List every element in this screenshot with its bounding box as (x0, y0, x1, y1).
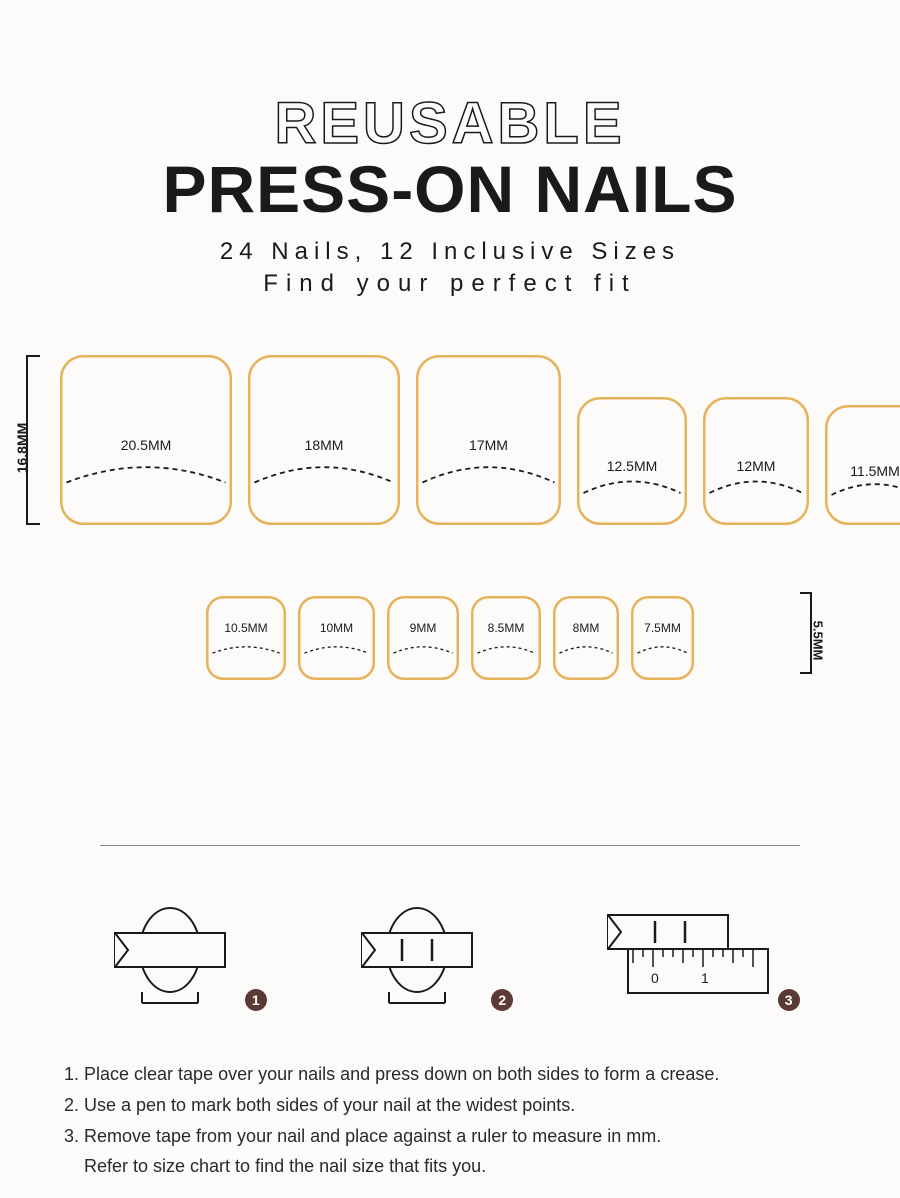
divider (100, 845, 800, 846)
nail-size: 11.5MM (825, 405, 900, 525)
instruction-3b: Refer to size chart to find the nail siz… (84, 1152, 850, 1181)
instructions-list: Place clear tape over your nails and pre… (60, 1060, 850, 1183)
nail-size: 7.5MM (631, 596, 694, 680)
subtitle-2: Find your perfect fit (0, 270, 900, 298)
nail-size: 17MM (416, 355, 561, 525)
nail-size-label: 17MM (416, 437, 561, 453)
ruler-1: 1 (701, 970, 709, 986)
nail-size: 18MM (248, 355, 400, 525)
step-badge-2: 2 (491, 989, 513, 1011)
title-outline: REUSABLE (0, 95, 900, 153)
nail-size-label: 12MM (703, 458, 809, 474)
step-figure-2: 2 (347, 895, 513, 1011)
nail-size-label: 20.5MM (60, 437, 232, 453)
header: REUSABLE PRESS-ON NAILS 24 Nails, 12 Inc… (0, 0, 900, 298)
step-3-icon: 0 1 (593, 895, 773, 1005)
subtitle-1: 24 Nails, 12 Inclusive Sizes (0, 238, 900, 266)
step-1-icon (100, 895, 240, 1005)
nail-size: 8.5MM (471, 596, 541, 680)
instruction-3: Remove tape from your nail and place aga… (84, 1122, 850, 1151)
nail-row-2: 10.5MM 10MM 9MM 8.5MM 8MM 7.5MM (0, 590, 900, 680)
instruction-2: Use a pen to mark both sides of your nai… (84, 1091, 850, 1120)
step-2-icon (347, 895, 487, 1005)
title-solid: PRESS-ON NAILS (0, 155, 900, 224)
nail-size-label: 8.5MM (471, 621, 541, 635)
instruction-1: Place clear tape over your nails and pre… (84, 1060, 850, 1089)
ruler-0: 0 (651, 970, 659, 986)
nail-size: 8MM (553, 596, 619, 680)
nail-size: 10MM (298, 596, 375, 680)
step-figure-3: 0 1 3 (593, 895, 799, 1011)
size-chart: 16.8MM 20.5MM 18MM 17MM 12.5MM 12MM 11.5MM 10… (0, 355, 900, 715)
step-badge-1: 1 (245, 989, 267, 1011)
step-figure-1: 1 (100, 895, 266, 1011)
nail-size-label: 18MM (248, 437, 400, 453)
nail-size-label: 9MM (387, 621, 459, 635)
nail-size-label: 11.5MM (825, 463, 900, 479)
step-diagrams: 1 2 0 1 3 (0, 895, 900, 1011)
nail-size-label: 7.5MM (631, 621, 694, 635)
nail-size: 20.5MM (60, 355, 232, 525)
nail-size: 12MM (703, 397, 809, 525)
row2-height-label: 5.5MM (811, 621, 826, 661)
nail-size: 9MM (387, 596, 459, 680)
nail-size: 10.5MM (206, 596, 286, 680)
nail-size: 12.5MM (577, 397, 687, 525)
row1-height-label: 16.8MM (14, 418, 30, 478)
nail-size-label: 10MM (298, 621, 375, 635)
nail-row-1: 20.5MM 18MM 17MM 12.5MM 12MM 11.5MM (60, 355, 900, 525)
step-badge-3: 3 (778, 989, 800, 1011)
nail-size-label: 10.5MM (206, 621, 286, 635)
nail-size-label: 8MM (553, 621, 619, 635)
nail-size-label: 12.5MM (577, 458, 687, 474)
